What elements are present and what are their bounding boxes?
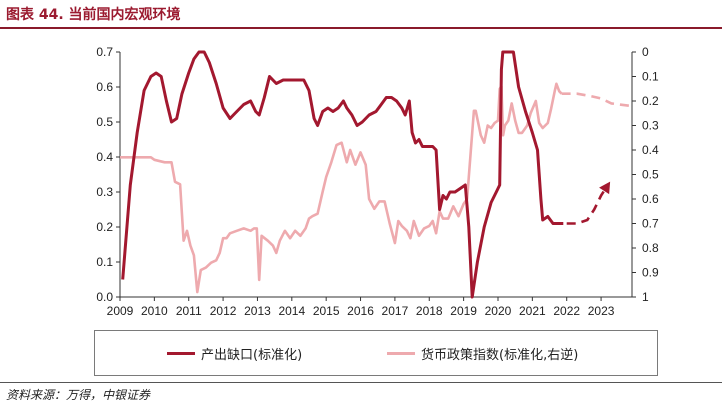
x-tick-label: 2022 [553, 304, 580, 318]
legend-item-monetary-policy: 货币政策指数(标准化,右逆) [387, 345, 579, 363]
forecast-arrowhead [599, 181, 611, 195]
y-right-tick-label: 0.9 [642, 266, 659, 280]
y-left-tick-label: 0.0 [96, 290, 113, 304]
page-title: 图表 44. 当前国内宏观环境 [6, 7, 181, 23]
dual-axis-line-chart: 0.0 0.1 0.2 0.3 0.4 0.5 0.6 0.7 0 0.1 0.2 0.3 0.4 0.5… [96, 45, 659, 318]
source-note: 资料来源：万得，中银证券 [6, 388, 151, 402]
x-tick-label: 2021 [519, 304, 546, 318]
legend-label-output-gap: 产出缺口(标准化) [201, 347, 303, 363]
x-tick-label: 2023 [588, 304, 615, 318]
y-right-tick-label: 0.5 [642, 168, 659, 182]
y-right-tick-label: 0.8 [642, 241, 659, 255]
chart-axes: 0.0 0.1 0.2 0.3 0.4 0.5 0.6 0.7 0 0.1 0.2 0.3 0.4 0.5… [96, 45, 659, 318]
x-tick-label: 2017 [382, 304, 409, 318]
y-right-tick-label: 0 [642, 45, 649, 59]
y-left-tick-label: 0.4 [96, 150, 113, 164]
x-tick-label: 2018 [416, 304, 443, 318]
x-tick-label: 2009 [107, 304, 134, 318]
x-tick-label: 2014 [278, 304, 305, 318]
title-divider [0, 27, 722, 29]
y-right-tick-label: 1 [642, 290, 649, 304]
y-left-tick-label: 0.5 [96, 115, 113, 129]
y-right-tick-label: 0.1 [642, 70, 659, 84]
x-tick-label: 2010 [141, 304, 168, 318]
y-left-tick-label: 0.7 [96, 45, 113, 59]
series-forecast-monetary-policy [561, 92, 631, 108]
y-right-tick-label: 0.7 [642, 217, 659, 231]
x-tick-label: 2016 [347, 304, 374, 318]
source-divider [0, 382, 722, 383]
x-tick-label: 2012 [210, 304, 237, 318]
chart-legend: 产出缺口(标准化) 货币政策指数(标准化,右逆) [94, 330, 658, 376]
y-left-tick-label: 0.1 [96, 255, 113, 269]
series-forecast-output-gap [566, 184, 609, 225]
chart-series [120, 50, 631, 299]
x-tick-label: 2013 [244, 304, 271, 318]
y-right-tick-label: 0.2 [642, 94, 659, 108]
legend-item-output-gap: 产出缺口(标准化) [167, 345, 303, 363]
x-tick-label: 2019 [450, 304, 477, 318]
y-right-tick-label: 0.6 [642, 192, 659, 206]
y-left-tick-label: 0.3 [96, 185, 113, 199]
y-right-tick-label: 0.3 [642, 119, 659, 133]
legend-label-monetary-policy: 货币政策指数(标准化,右逆) [421, 347, 579, 363]
legend-swatch-monetary-policy [387, 351, 415, 355]
y-right-tick-label: 0.4 [642, 143, 659, 157]
legend-swatch-output-gap [167, 351, 195, 355]
x-tick-label: 2011 [176, 304, 202, 318]
series-line-monetary-policy [120, 82, 563, 294]
y-left-tick-label: 0.6 [96, 80, 113, 94]
x-tick-label: 2015 [313, 304, 340, 318]
y-left-tick-label: 0.2 [96, 220, 113, 234]
series-line-output-gap [121, 50, 564, 299]
x-tick-label: 2020 [485, 304, 512, 318]
